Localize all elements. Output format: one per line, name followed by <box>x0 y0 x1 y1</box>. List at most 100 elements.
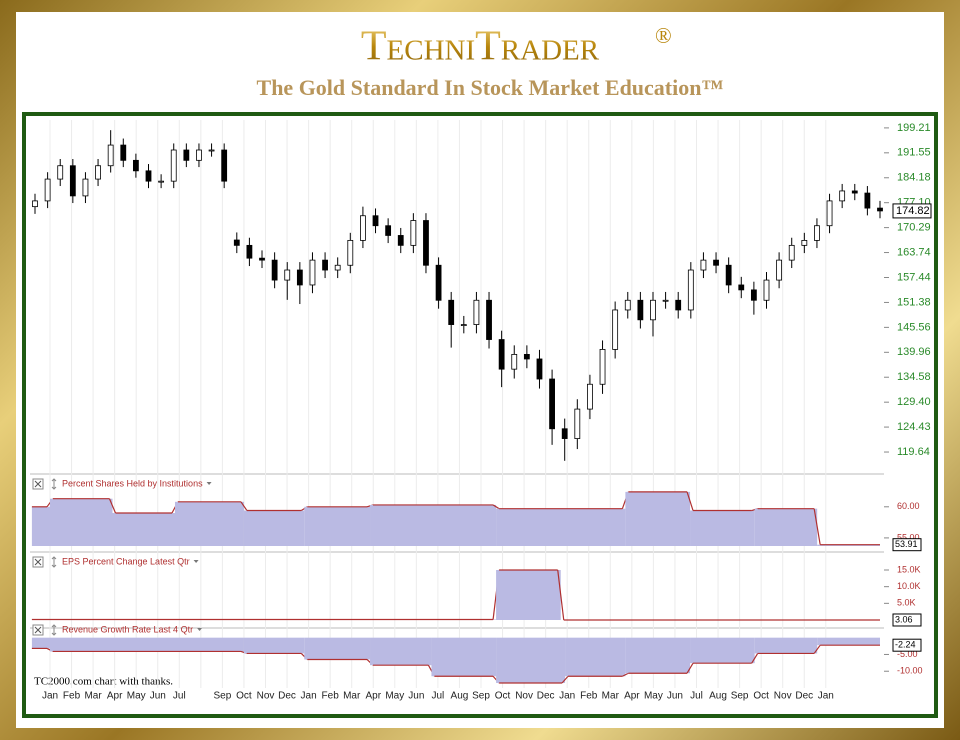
candle-body <box>839 190 846 202</box>
y-tick-label: 139.96 <box>897 346 931 358</box>
x-tick-label: Oct <box>753 691 769 702</box>
candle-body <box>170 149 177 182</box>
x-tick-label: Mar <box>84 691 102 702</box>
candle-body <box>460 324 467 326</box>
y-tick-label: 5.0K <box>897 598 916 608</box>
candle-body <box>397 235 404 246</box>
close-icon <box>34 480 42 488</box>
candle-body <box>360 215 366 241</box>
registered-mark: ® <box>655 23 672 48</box>
candle-body <box>44 178 51 202</box>
candle-body <box>877 207 883 212</box>
x-tick-label: Sep <box>731 691 749 702</box>
area-fill <box>304 637 371 660</box>
indicator-title[interactable]: Revenue Growth Rate Last 4 Qtr <box>62 624 193 634</box>
candle-body <box>763 279 770 301</box>
step-connector <box>622 672 629 677</box>
step-connector <box>686 491 694 511</box>
candle-body <box>259 257 265 261</box>
step-connector <box>751 653 759 664</box>
x-tick-label: Apr <box>365 691 381 702</box>
y-tick-label: -10.00 <box>897 666 923 676</box>
candle-body <box>738 284 745 291</box>
area-fill <box>174 501 244 546</box>
y-tick-label: 10.0K <box>897 581 921 591</box>
area-fill <box>625 637 691 674</box>
y-tick-label: 191.55 <box>897 147 931 159</box>
x-tick-label: Apr <box>624 691 640 702</box>
candle-body <box>435 264 442 301</box>
candle-body <box>624 299 631 311</box>
x-tick-label: Jul <box>432 691 445 702</box>
y-tick-label: 60.00 <box>897 501 920 511</box>
candle-body <box>82 178 89 197</box>
candle-body <box>687 269 694 311</box>
x-tick-label: Sep <box>472 691 490 702</box>
candle-body <box>612 309 619 350</box>
x-tick-label: Feb <box>322 691 340 702</box>
step-connector <box>492 504 500 510</box>
y-tick-label: 55.00 <box>897 532 920 542</box>
y-tick-label: 170.29 <box>897 222 931 234</box>
step-connector <box>813 644 821 654</box>
candle-body <box>725 264 732 286</box>
dropdown-icon[interactable] <box>197 628 203 631</box>
candle-body <box>107 144 114 167</box>
area-fill <box>690 510 755 546</box>
indicator-title[interactable]: EPS Percent Change Latest Qtr <box>62 556 190 566</box>
y-tick-label: 129.40 <box>897 396 931 408</box>
candle-body <box>347 239 354 266</box>
close-icon <box>34 558 42 566</box>
candle-body <box>536 358 543 380</box>
candle-body <box>523 353 530 360</box>
candle-body <box>561 428 568 439</box>
candle-body <box>32 200 38 208</box>
candle-body <box>385 225 392 236</box>
x-tick-label: Aug <box>451 691 469 702</box>
candle-body <box>498 339 505 370</box>
x-tick-label: Nov <box>774 691 792 702</box>
y-tick-label: 163.74 <box>897 246 931 258</box>
area-fill <box>496 570 561 620</box>
last-price-label: 174.82 <box>896 205 930 217</box>
candle-body <box>423 220 429 266</box>
last-value-label: -2.24 <box>895 640 916 650</box>
step-connector <box>686 662 694 674</box>
move-icon[interactable] <box>51 624 57 636</box>
indicator-title[interactable]: Percent Shares Held by Institutions <box>62 478 203 488</box>
candle-body <box>851 190 858 194</box>
x-tick-label: Mar <box>343 691 361 702</box>
x-tick-label: Jun <box>408 691 424 702</box>
x-tick-label: Jul <box>173 691 186 702</box>
x-tick-label: Dec <box>278 691 296 702</box>
x-tick-label: Jul <box>690 691 703 702</box>
tagline: The Gold Standard In Stock Market Educat… <box>257 75 724 100</box>
dropdown-icon[interactable] <box>206 482 212 485</box>
area-fill <box>496 637 566 683</box>
x-tick-label: Dec <box>795 691 813 702</box>
candle-body <box>95 165 101 180</box>
y-tick-label: 119.64 <box>897 446 930 458</box>
move-icon[interactable] <box>51 556 57 568</box>
candle-body <box>776 259 783 281</box>
dropdown-icon[interactable] <box>193 560 199 563</box>
y-tick-label: 15.0K <box>897 564 921 574</box>
candle-body <box>196 149 202 161</box>
area-fill <box>625 491 691 546</box>
last-price-box <box>892 203 932 219</box>
area-fill <box>817 544 880 546</box>
candle-body <box>69 165 76 197</box>
last-value-box <box>892 638 922 652</box>
last-value-label: 3.06 <box>895 614 913 624</box>
area-fill <box>754 637 818 654</box>
move-icon[interactable] <box>51 478 57 490</box>
y-tick-label: 157.44 <box>897 271 931 283</box>
step-connector <box>813 508 821 545</box>
x-tick-label: May <box>644 691 663 702</box>
candle-body <box>700 259 707 271</box>
x-tick-label: Dec <box>537 691 555 702</box>
candle-body <box>599 349 606 385</box>
candle-body <box>864 192 871 209</box>
candle-body <box>233 239 240 246</box>
